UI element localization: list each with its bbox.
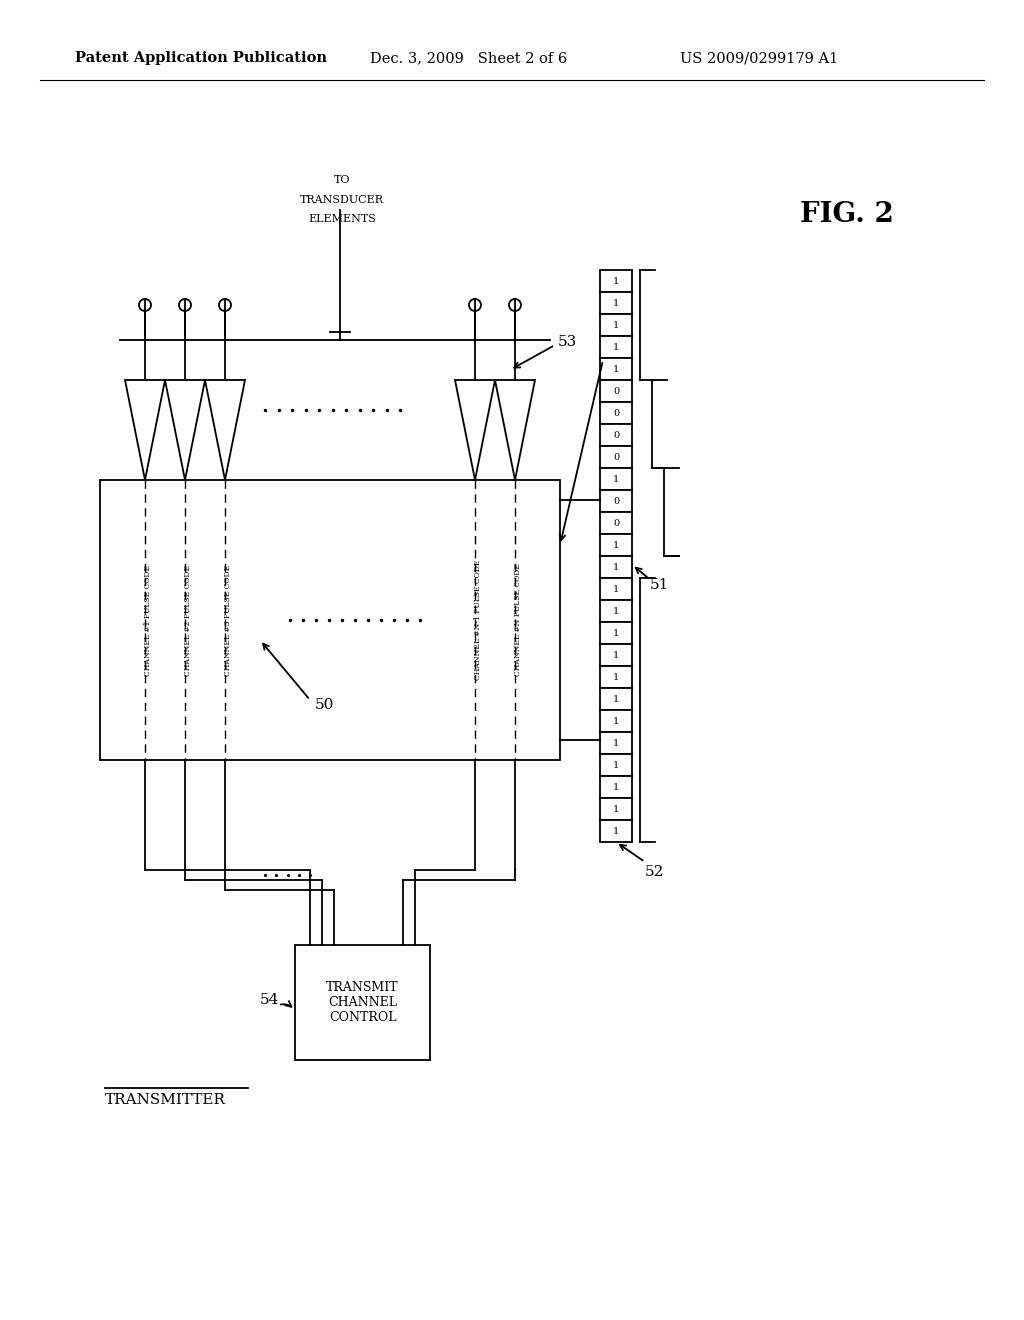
Text: 1: 1 [613,342,620,351]
Bar [600,490,632,512]
Bar [600,358,632,380]
Text: 1: 1 [613,364,620,374]
Text: 1: 1 [613,826,620,836]
Text: 1: 1 [613,585,620,594]
Text: 1: 1 [613,672,620,681]
Text: 54: 54 [260,993,280,1007]
Bar [600,424,632,446]
Text: 51: 51 [650,578,670,591]
Text: 1: 1 [613,651,620,660]
Text: 1: 1 [613,783,620,792]
Text: 1: 1 [613,804,620,813]
Bar [600,314,632,337]
Bar [600,512,632,535]
Text: Dec. 3, 2009   Sheet 2 of 6: Dec. 3, 2009 Sheet 2 of 6 [370,51,567,65]
Text: CHANNEL #3 PULSE CODE: CHANNEL #3 PULSE CODE [224,565,232,676]
Text: 1: 1 [613,738,620,747]
Bar [600,337,632,358]
Bar [600,380,632,403]
Text: 1: 1 [613,717,620,726]
Text: 0: 0 [613,453,620,462]
Text: CHANNEL #N PULSE CODE: CHANNEL #N PULSE CODE [514,564,522,676]
Bar [600,601,632,622]
Text: 0: 0 [613,519,620,528]
Text: 0: 0 [613,496,620,506]
Bar [600,776,632,799]
Bar [600,644,632,667]
Bar [600,667,632,688]
Text: 1: 1 [613,562,620,572]
Text: Patent Application Publication: Patent Application Publication [75,51,327,65]
Text: FIG. 2: FIG. 2 [800,202,894,228]
Bar [600,271,632,292]
Bar [600,754,632,776]
Text: TRANSMIT
CHANNEL
CONTROL: TRANSMIT CHANNEL CONTROL [327,981,398,1024]
Text: 53: 53 [558,335,578,348]
Text: TRANSDUCER: TRANSDUCER [300,195,384,205]
Text: TRANSMITTER: TRANSMITTER [105,1093,226,1107]
Bar [600,733,632,754]
Text: 1: 1 [613,321,620,330]
Bar [600,820,632,842]
Text: CHANNEL #N-1 PULSE CODE: CHANNEL #N-1 PULSE CODE [474,560,482,680]
Text: 1: 1 [613,276,620,285]
Text: 1: 1 [613,474,620,483]
Text: 1: 1 [613,298,620,308]
Text: 50: 50 [315,698,335,711]
Bar [600,799,632,820]
Text: 0: 0 [613,387,620,396]
Bar [600,403,632,424]
Text: 1: 1 [613,628,620,638]
Bar [600,578,632,601]
Bar [600,535,632,556]
Text: 52: 52 [645,865,665,879]
Bar [600,446,632,469]
Text: 0: 0 [613,408,620,417]
Bar [600,622,632,644]
Text: CHANNEL #2 PULSE CODE: CHANNEL #2 PULSE CODE [184,565,193,676]
Text: 1: 1 [613,760,620,770]
Text: ELEMENTS: ELEMENTS [308,214,376,224]
Text: 1: 1 [613,606,620,615]
Bar [600,292,632,314]
Text: 0: 0 [613,430,620,440]
Bar [600,556,632,578]
Text: 1: 1 [613,540,620,549]
Text: TO: TO [334,176,350,185]
Bar [295,945,430,1060]
Bar [100,480,560,760]
Bar [600,688,632,710]
Text: CHANNEL #1 PULSE CODE: CHANNEL #1 PULSE CODE [144,565,152,676]
Bar [600,469,632,490]
Text: US 2009/0299179 A1: US 2009/0299179 A1 [680,51,839,65]
Bar [600,710,632,733]
Text: 1: 1 [613,694,620,704]
